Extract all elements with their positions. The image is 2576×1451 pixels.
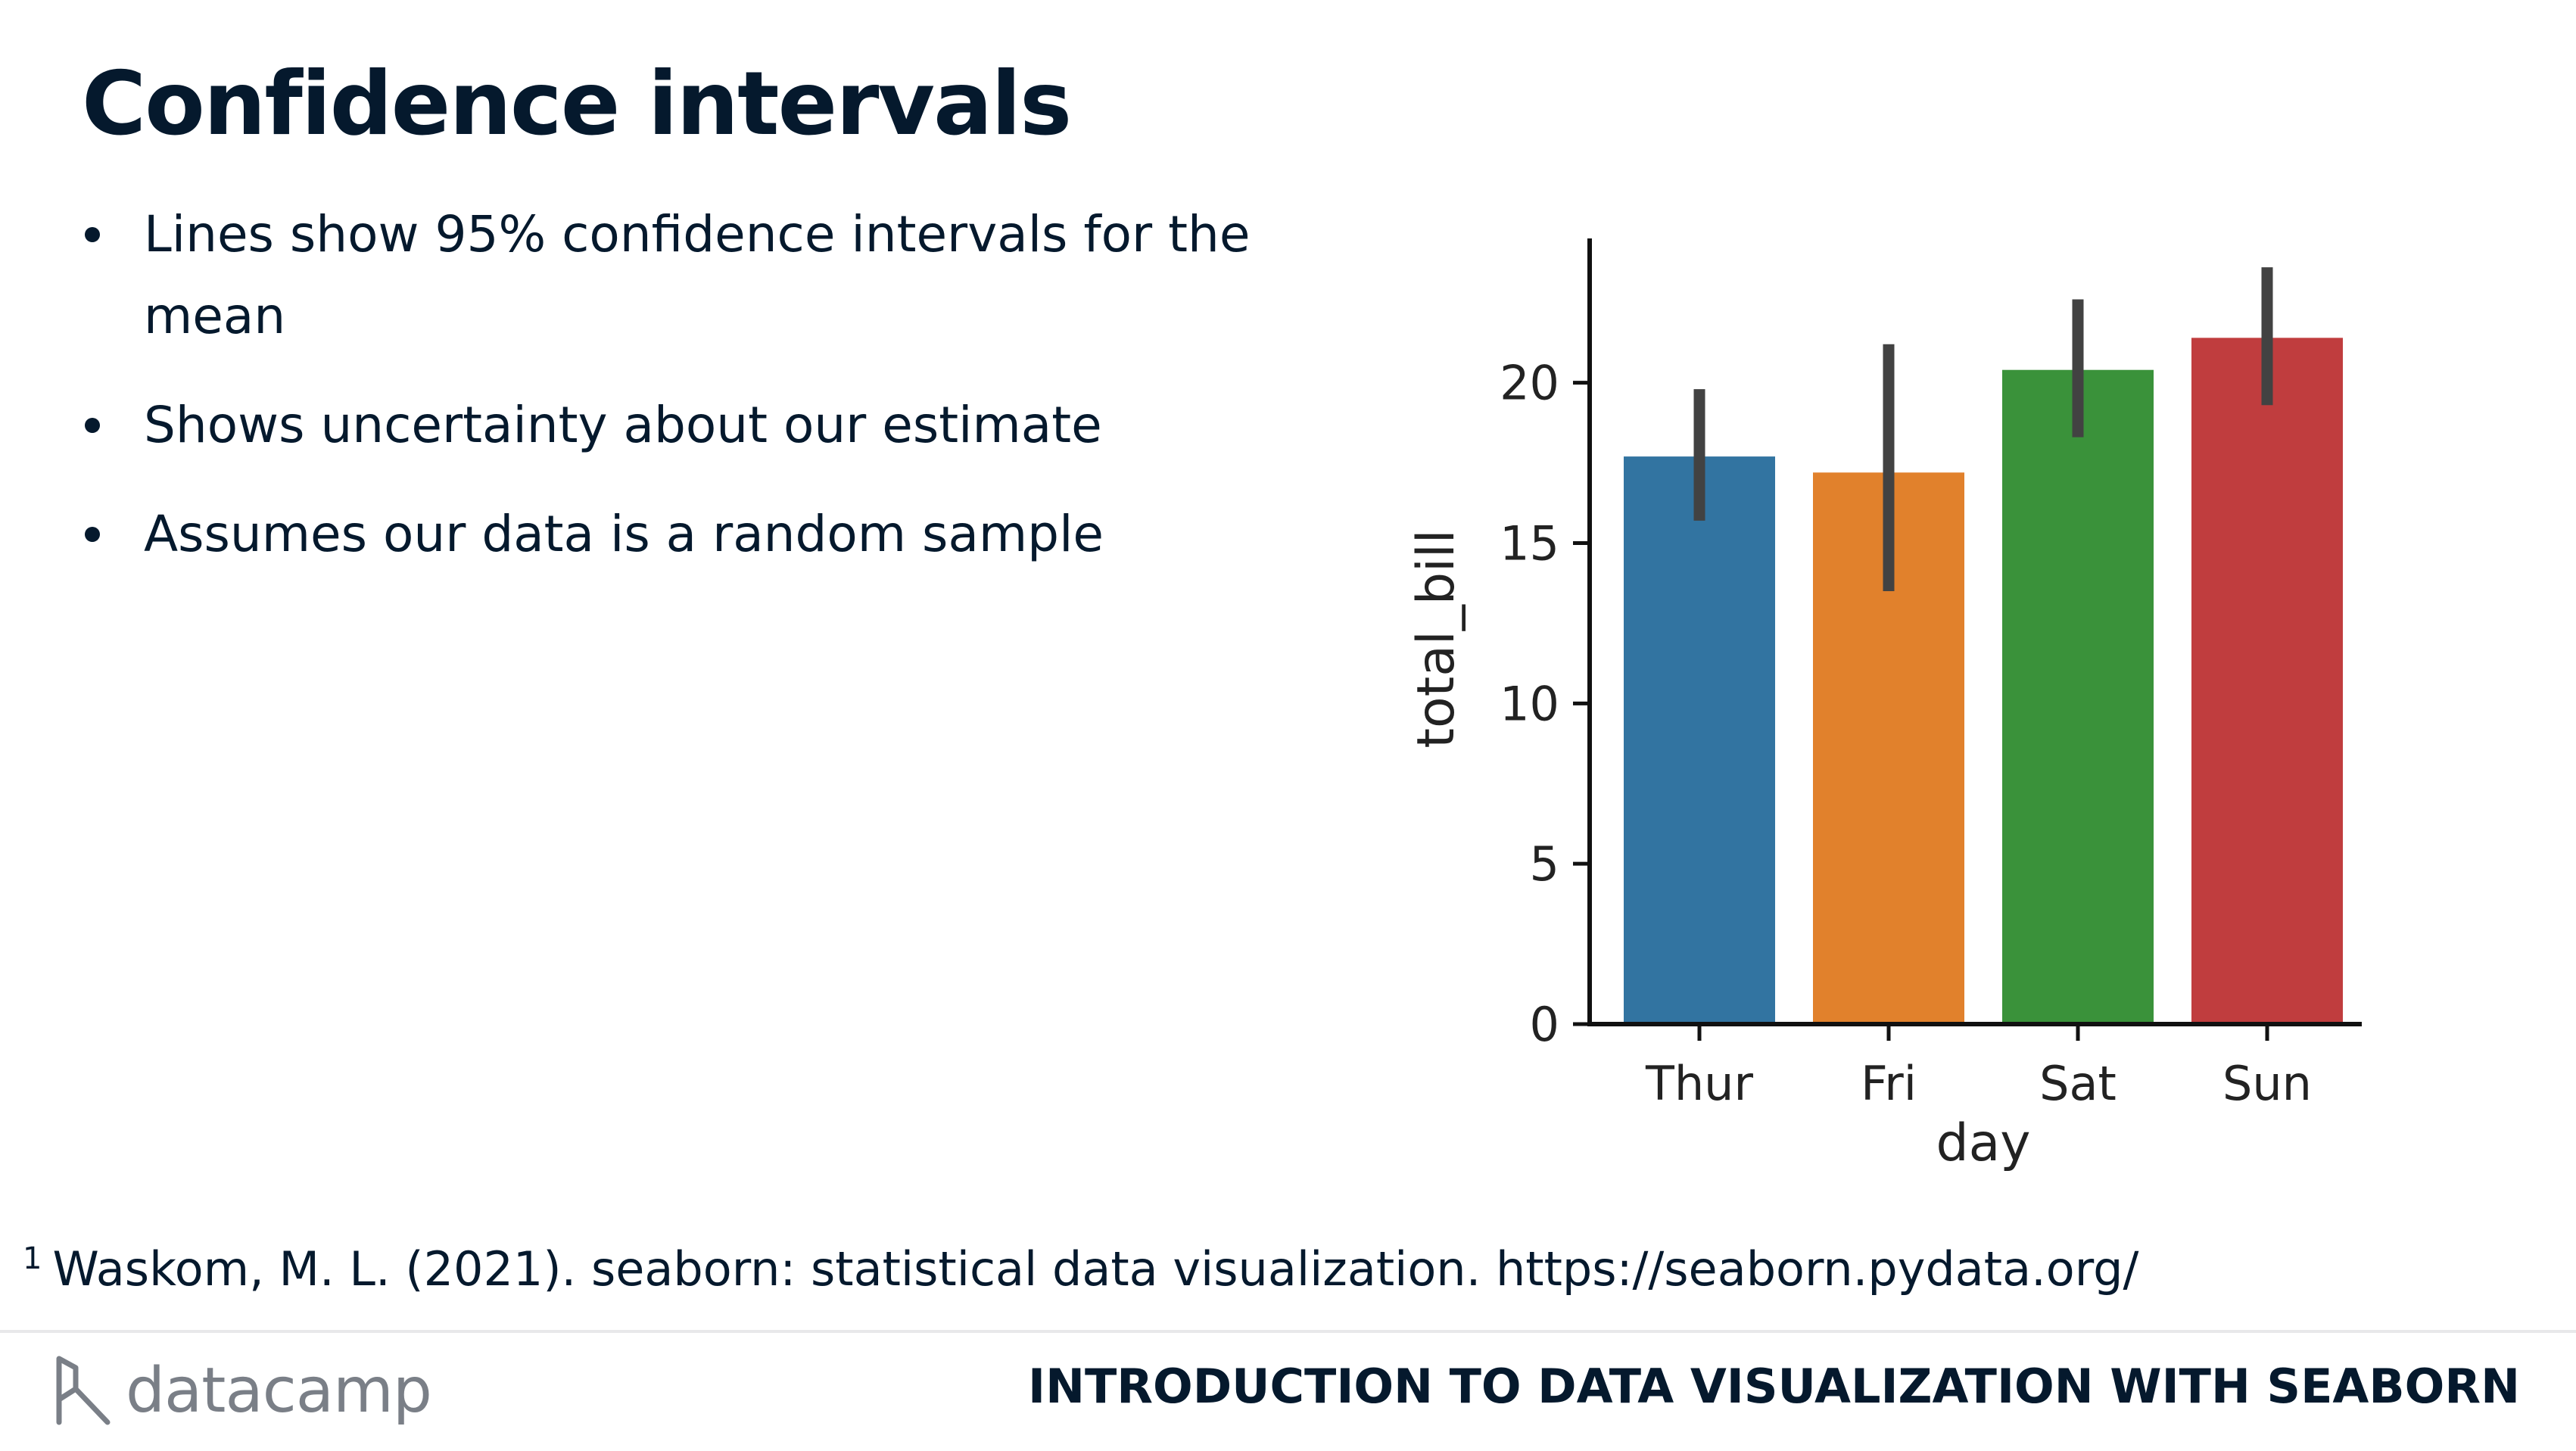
y-axis-label: total_bill xyxy=(1406,529,1466,748)
bar-sun xyxy=(2191,338,2343,1025)
x-axis-label: day xyxy=(1936,1113,2030,1173)
x-tick-label: Sat xyxy=(2039,1056,2117,1111)
bar-thur xyxy=(1624,456,1775,1024)
bullet-text: Assumes our data is a random sample xyxy=(144,505,1104,563)
course-name: INTRODUCTION TO DATA VISUALIZATION WITH … xyxy=(1028,1359,2520,1414)
footnote: 1 Waskom, M. L. (2021). seaborn: statisti… xyxy=(23,1241,2138,1297)
bullet-dot-icon xyxy=(85,227,100,242)
x-tick-label: Sun xyxy=(2222,1056,2312,1111)
bullet-text: Lines show 95% confidence intervals for … xyxy=(144,205,1251,345)
y-tick-label: 15 xyxy=(1500,515,1559,571)
slide-title: Confidence intervals xyxy=(82,53,1072,155)
y-tick-label: 0 xyxy=(1530,997,1559,1052)
bar-chart: Thur Fri Sat Sun 0 5 10 15 20 day total_bill xyxy=(1406,238,2362,1173)
x-tick-label: Thur xyxy=(1645,1056,1753,1111)
y-tick-label: 20 xyxy=(1500,356,1559,411)
bar-sat xyxy=(2002,369,2154,1024)
bullet-item: Lines show 95% confidence intervals for … xyxy=(82,194,1323,357)
bullet-dot-icon xyxy=(85,418,100,433)
bullet-item: Shows uncertainty about our estimate xyxy=(82,385,1323,466)
y-tick-label: 10 xyxy=(1500,676,1559,731)
bullet-item: Assumes our data is a random sample xyxy=(82,494,1323,575)
bullet-text: Shows uncertainty about our estimate xyxy=(144,396,1102,454)
datacamp-logo-icon xyxy=(56,1356,111,1425)
footnote-text: Waskom, M. L. (2021). seaborn: statistic… xyxy=(52,1241,2139,1297)
x-tick-label: Fri xyxy=(1861,1056,1917,1111)
logo-text: datacamp xyxy=(126,1354,432,1427)
bullet-dot-icon xyxy=(85,527,100,542)
y-tick-label: 5 xyxy=(1530,836,1559,892)
bullet-list: Lines show 95% confidence intervals for … xyxy=(82,194,1323,603)
footer-divider xyxy=(0,1330,2576,1333)
datacamp-logo: datacamp xyxy=(53,1349,432,1432)
footnote-marker: 1 xyxy=(23,1241,42,1277)
